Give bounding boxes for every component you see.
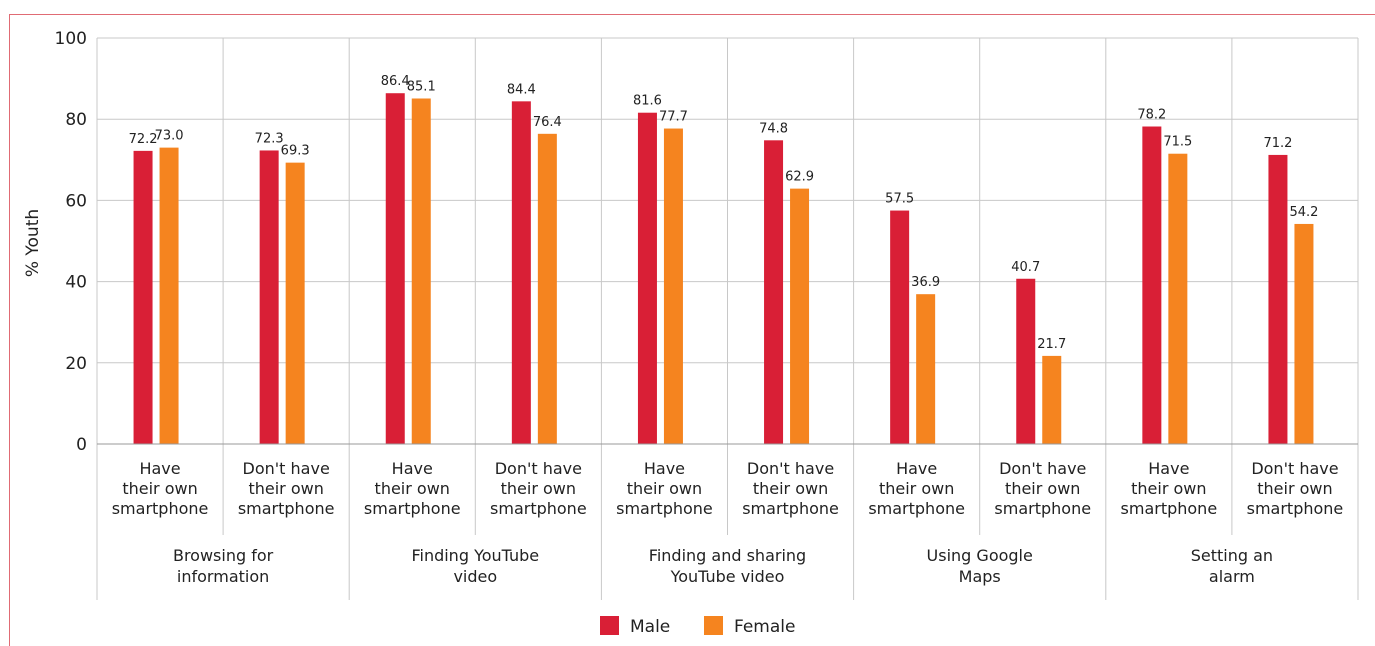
- axes: 0 20 40 60 80 100 Have their own smartphone Don't…: [55, 29, 1358, 586]
- bar-male: [637, 112, 657, 444]
- value-label: 86.4: [381, 74, 410, 89]
- value-label: 69.3: [281, 144, 310, 159]
- value-label: 85.1: [407, 79, 436, 94]
- y-tick-label: 60: [65, 191, 87, 211]
- value-label: 78.2: [1137, 108, 1166, 123]
- bar-male: [1016, 278, 1036, 444]
- x-tick-label: Have their own smartphone: [112, 459, 209, 518]
- x-tick-label: Don't have their own smartphone: [1247, 459, 1344, 518]
- value-label: 54.2: [1289, 205, 1318, 220]
- y-tick-label: 0: [76, 435, 87, 455]
- x-tick-label: Don't have their own smartphone: [490, 459, 587, 518]
- bar-female: [663, 128, 683, 444]
- legend-swatch-male: [600, 616, 619, 635]
- x-tick-label: Have their own smartphone: [1121, 459, 1218, 518]
- bar-female: [159, 147, 179, 444]
- bar-male: [764, 140, 784, 444]
- bar-female: [1294, 223, 1314, 444]
- group-label: Browsing for information: [173, 546, 274, 586]
- bar-male: [259, 150, 279, 444]
- bar-female: [537, 133, 557, 445]
- value-label: 72.3: [255, 131, 284, 146]
- value-label: 76.4: [533, 115, 562, 130]
- bar-male: [1268, 154, 1288, 445]
- bar-female: [1168, 153, 1188, 444]
- value-label: 77.7: [659, 110, 688, 125]
- bar-female: [916, 294, 936, 444]
- value-label: 36.9: [911, 275, 940, 290]
- bar-female: [285, 162, 305, 444]
- bars: [133, 93, 1314, 445]
- bar-female: [1042, 355, 1062, 444]
- group-label: Setting an alarm: [1191, 546, 1273, 586]
- bar-male: [890, 210, 910, 444]
- value-label: 71.5: [1163, 135, 1192, 150]
- legend-swatch-female: [704, 616, 723, 635]
- y-tick-label: 40: [65, 273, 87, 293]
- value-label: 81.6: [633, 94, 662, 109]
- group-label: Finding and sharing YouTube video: [649, 546, 806, 586]
- value-labels: 72.273.0 72.369.3 86.485.1 84.4 76.4 81.677.7…: [129, 74, 1319, 352]
- x-tick-label: Have their own smartphone: [616, 459, 713, 518]
- y-tick-label: 80: [65, 110, 87, 130]
- value-label: 21.7: [1037, 337, 1066, 352]
- group-label: Using Google Maps: [927, 546, 1033, 586]
- bar-male: [133, 150, 153, 445]
- x-tick-label: Have their own smartphone: [364, 459, 461, 518]
- bar-male: [511, 101, 531, 444]
- value-label: 74.8: [759, 121, 788, 136]
- chart-frame: [9, 14, 1375, 646]
- value-label: 84.4: [507, 82, 536, 97]
- group-label: Finding YouTube video: [411, 546, 539, 586]
- value-label: 62.9: [785, 170, 814, 185]
- x-tick-label: Don't have their own smartphone: [742, 459, 839, 518]
- legend-label-male: Male: [630, 617, 670, 637]
- value-label: 40.7: [1011, 260, 1040, 275]
- bar-male: [1142, 126, 1162, 445]
- value-label: 57.5: [885, 192, 914, 207]
- bar-male: [385, 93, 405, 444]
- y-tick-label: 100: [55, 29, 87, 49]
- legend-label-female: Female: [734, 617, 795, 637]
- bar-female: [790, 188, 810, 444]
- x-tick-label: Don't have their own smartphone: [994, 459, 1091, 518]
- legend: Male Female: [600, 616, 795, 637]
- x-tick-label: Have their own smartphone: [868, 459, 965, 518]
- value-label: 71.2: [1263, 136, 1292, 151]
- bar-female: [411, 98, 431, 444]
- value-label: 73.0: [155, 129, 184, 144]
- y-axis-label: % Youth: [23, 209, 43, 277]
- y-tick-label: 20: [65, 354, 87, 374]
- value-label: 72.2: [129, 132, 158, 147]
- x-tick-label: Don't have their own smartphone: [238, 459, 335, 518]
